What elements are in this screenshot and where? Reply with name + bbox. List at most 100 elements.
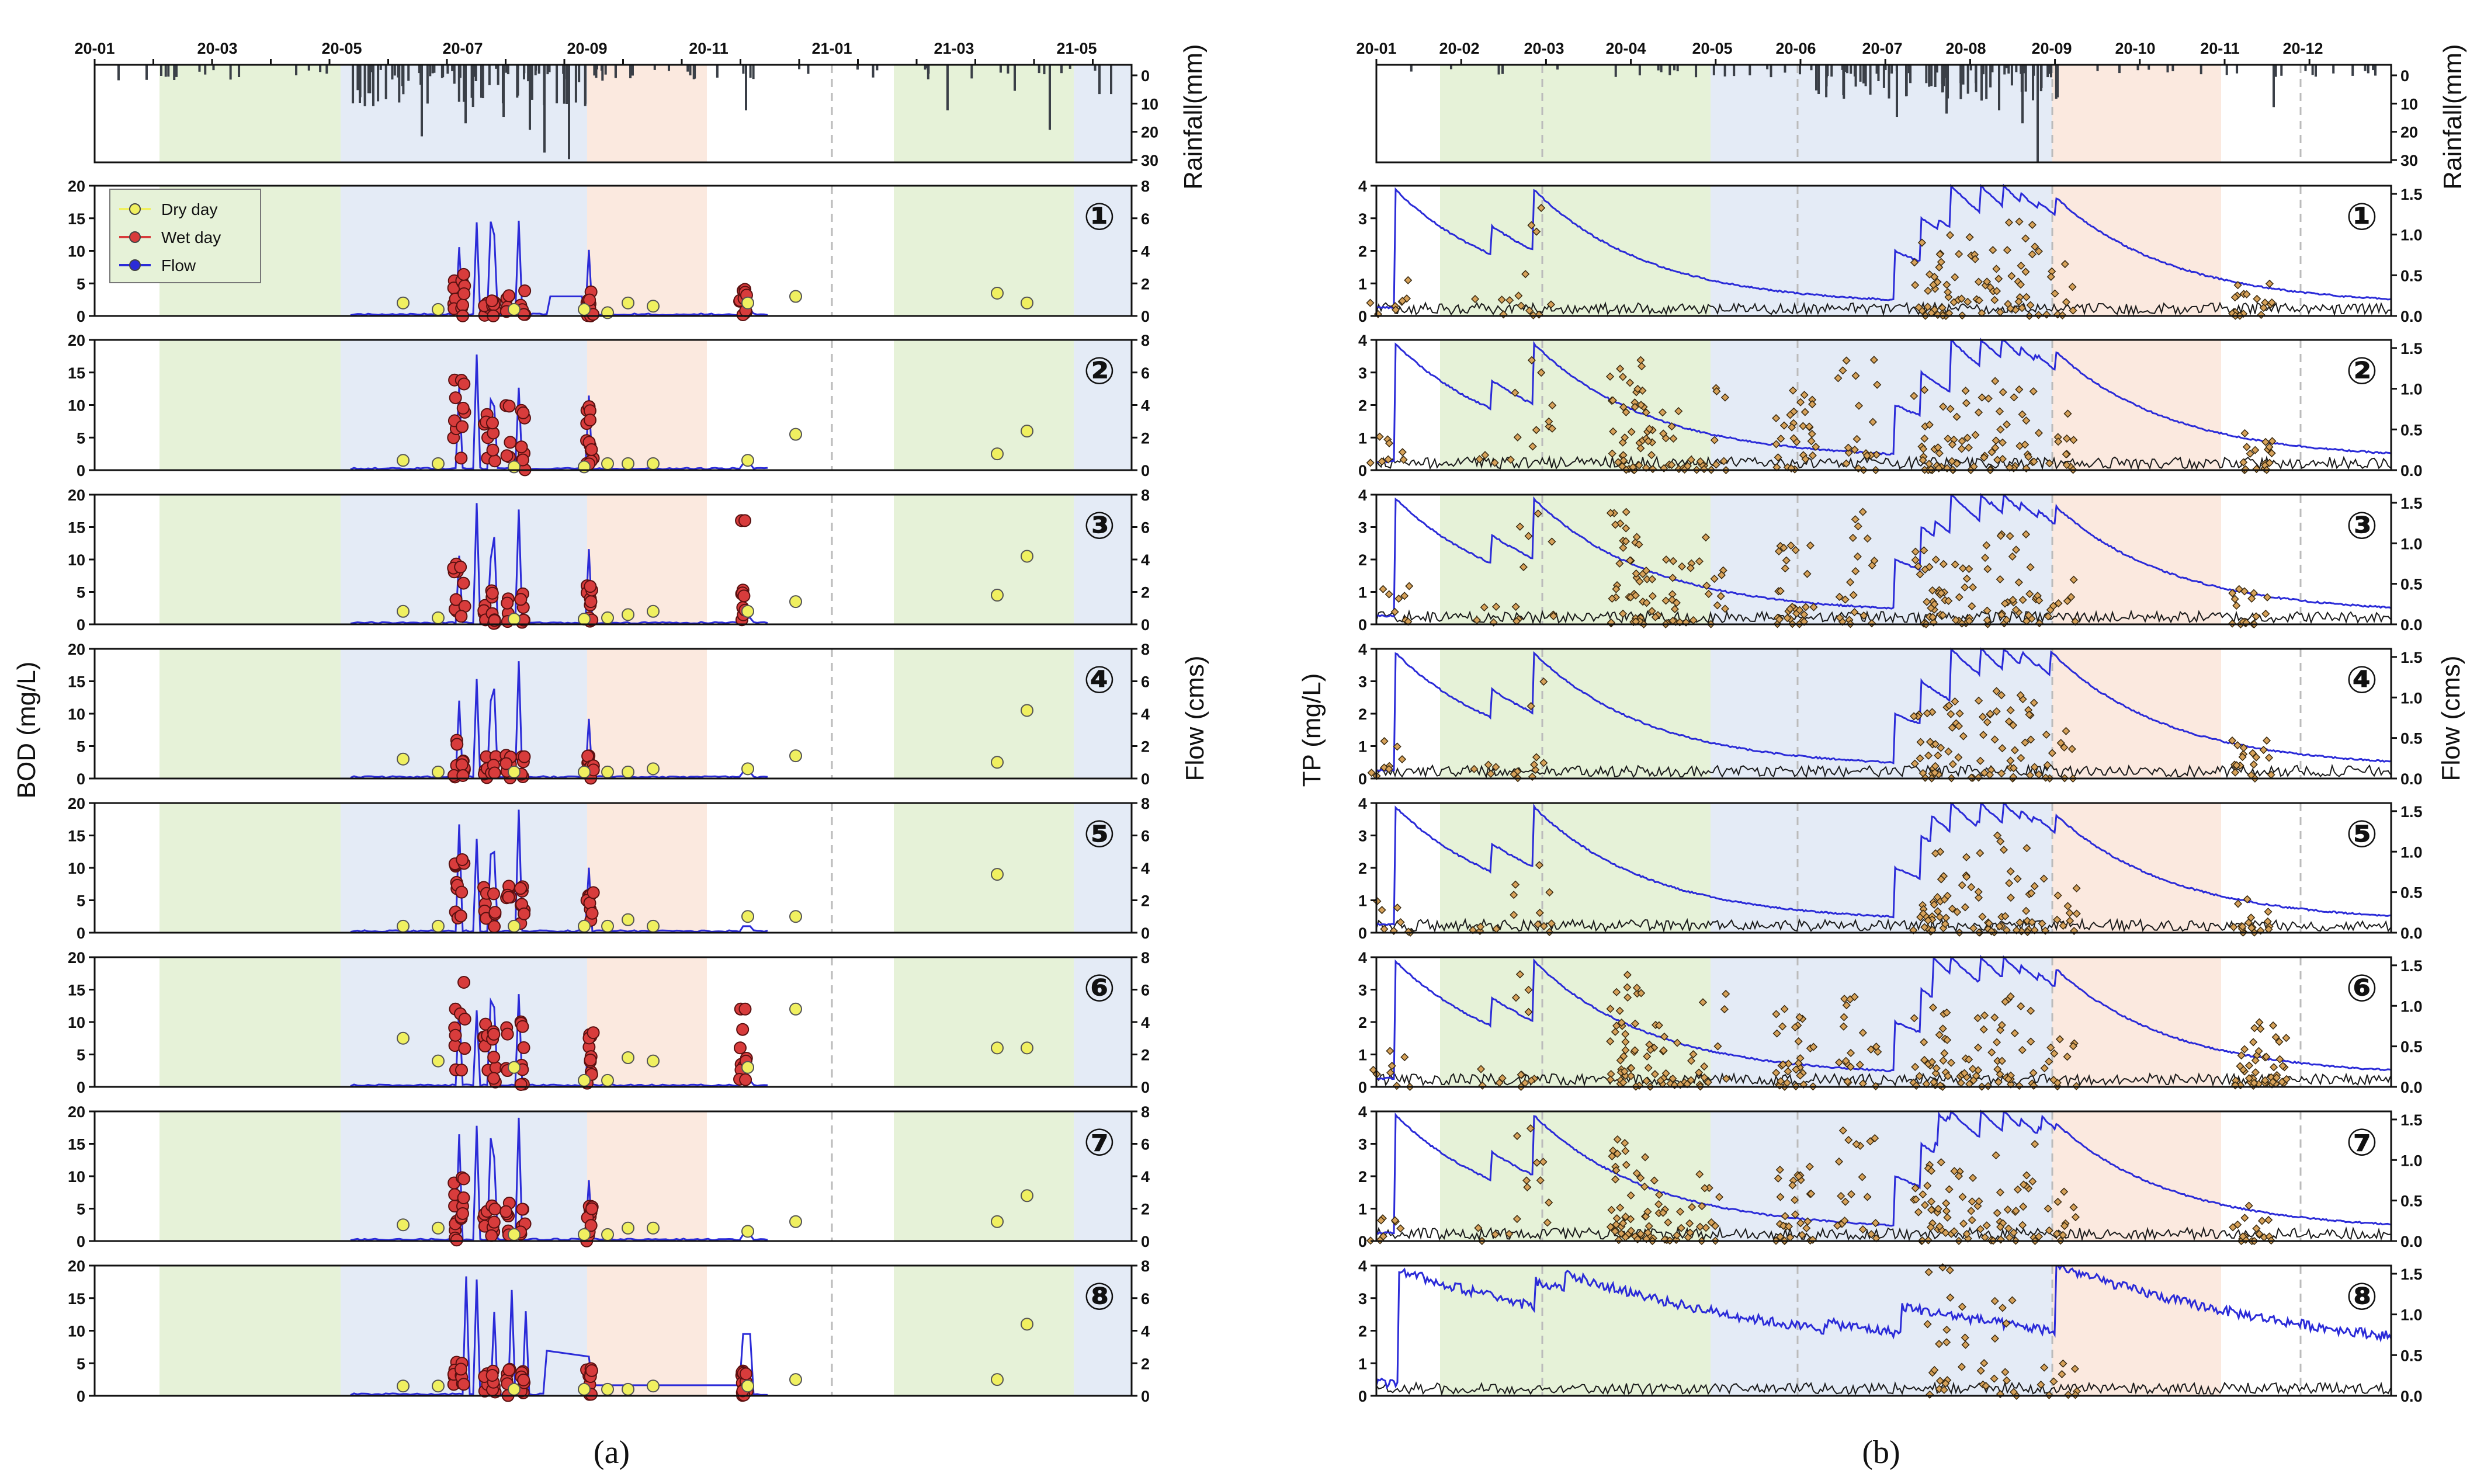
panel-b-site-6-tp-point — [1722, 989, 1730, 998]
panel-a-site-6-wet-point — [736, 1023, 750, 1036]
panel-b-site-7-tp-point — [1621, 1139, 1629, 1148]
panel-b-caption: (b) — [1862, 1434, 1900, 1471]
panel-a-site-8-y2-tick-label: 2 — [1141, 1355, 1150, 1372]
panel-a-rain-bar-110 — [566, 65, 568, 105]
panel-b-site-7-tp-point — [1617, 1229, 1626, 1238]
panel-a-site-8-wet-point — [485, 1368, 499, 1382]
panel-a-site-2-dry-point — [789, 428, 802, 441]
panel-b-site-2-tp-point — [1958, 437, 1966, 446]
panel-a-site-6-wet-point — [733, 1041, 747, 1055]
panel-a-site-3-y-tick-label: 15 — [68, 519, 85, 537]
panel-b-site-6-tp-point — [2027, 1037, 2035, 1046]
panel-a-y-axis-title: BOD (mg/L) — [12, 662, 41, 799]
panel-a-rain-tick-label: 20 — [1141, 124, 1158, 141]
panel-b-site-2-y-tick-label: 3 — [1358, 364, 1367, 382]
panel-a-rain-bar-69 — [212, 65, 215, 71]
panel-b-site-2-tp-point — [1842, 459, 1851, 468]
panel-b-site-3-tp-point — [1781, 564, 1789, 573]
panel-b-site-4-tp-point — [2004, 717, 2014, 726]
panel-b-site-3-tp-point — [1851, 567, 1860, 576]
panel-b-site-2-tp-point — [1924, 460, 1934, 468]
panel-b-site-7-tp-point — [1607, 1205, 1616, 1214]
panel-b-site-2-tp-point — [1608, 449, 1616, 458]
panel-b-site-8-tp-point — [2002, 1319, 2011, 1328]
panel-a-site-1-dry-point — [789, 290, 802, 303]
panel-a-site-8-wet-point — [585, 1364, 598, 1377]
panel-b-site-1-y2-tick-label: 1.0 — [2400, 227, 2423, 244]
panel-b-site-4-tp-point — [1380, 736, 1389, 746]
panel-b-site-6-tp-point — [1930, 1078, 1938, 1087]
panel-a-site-3-wet-point — [454, 560, 467, 574]
panel-b-site-5-tp-point — [1940, 895, 1949, 904]
panel-b-site-3-tp-point — [1632, 569, 1640, 578]
panel-b-site-2-tp-point — [1808, 429, 1816, 438]
panel-b-site-3-tp-point — [1669, 557, 1678, 565]
panel-a-legend-marker-2 — [129, 259, 141, 271]
panel-b-site-4-tp-point — [2232, 761, 2241, 770]
panel-b-site-6-tp-point — [1911, 1062, 1920, 1071]
panel-b-site-6-tp-point — [1867, 1045, 1875, 1054]
panel-a-site-6-dry-point — [789, 1002, 802, 1016]
panel-b-site-5-tp-point — [1974, 893, 1983, 902]
panel-b-site-5-y-tick-label: 2 — [1358, 860, 1367, 877]
panel-a-site-2-wet-point — [516, 406, 530, 419]
panel-b-site-6-tp-point — [1980, 1011, 1989, 1020]
panel-a-rain-tick-label: 30 — [1141, 152, 1158, 169]
panel-b-site-2-tp-point — [1638, 362, 1646, 371]
panel-b-site-6-tp-point — [1942, 1008, 1951, 1017]
panel-b-site-7-tp-point — [1954, 1172, 1963, 1180]
panel-b-site-3-tp-point — [1704, 589, 1713, 599]
panel-b-site-4-tp-point — [2006, 756, 2015, 765]
panel-b-site-7-tp-point — [1522, 1176, 1531, 1185]
panel-a-site-3-y2-tick-label: 6 — [1141, 519, 1150, 537]
panel-b-site-5-tp-point — [2247, 913, 2256, 922]
panel-b-site-3-tp-point — [2026, 563, 2035, 572]
panel-b-rain-tick-label: 10 — [2400, 95, 2418, 113]
panel-b-site-1-tp-point — [1971, 255, 1979, 263]
panel-a-rain-bar-113 — [372, 65, 374, 106]
panel-b-site-7-y2-tick-label: 1.0 — [2400, 1152, 2423, 1169]
panel-a-site-3-wet-point — [584, 595, 598, 609]
panel-b-site-8-tp-point — [1942, 1338, 1951, 1347]
panel-b-site-6-tp-point — [1996, 1070, 2004, 1079]
panel-b-site-6-tp-point — [1654, 1021, 1663, 1030]
panel-b-site-4-tp-point — [2042, 730, 2051, 739]
panel-a-site-2-wet-point — [515, 440, 528, 454]
panel-b-site-5-tp-point — [1389, 926, 1398, 935]
panel-b-site-3-tp-point — [1626, 556, 1635, 565]
panel-b-site-1-tp-point — [1527, 221, 1536, 230]
panel-b-site-2-tp-point — [1532, 426, 1541, 435]
panel-a-rain-bar-7 — [1043, 65, 1046, 75]
panel-a-site-6-dry-point — [647, 1054, 660, 1068]
panel-b-site-6-tp-point — [1400, 1053, 1409, 1062]
panel-b-site-2-tp-point — [1952, 412, 1961, 421]
panel-b-site-1-tp-point — [2233, 281, 2242, 290]
panel-b-site-7-tp-point — [1911, 1184, 1920, 1193]
panel-a-site-1-y2-tick-label: 8 — [1141, 178, 1150, 195]
panel-b-site-4-tp-point — [2009, 764, 2018, 773]
panel-b-site-1-tp-point — [1398, 297, 1407, 305]
panel-a-site-2-wet-point — [456, 401, 470, 415]
panel-b-site-6-tp-point — [1780, 1005, 1789, 1013]
panel-b-rain-bar-52 — [2367, 65, 2370, 74]
panel-a-site-8-dry-point — [432, 1379, 445, 1393]
panel-b-rain-bar-109 — [1959, 65, 1962, 99]
panel-b-site-5-tp-point — [2072, 909, 2081, 918]
panel-b-site-6-tp-point — [1668, 1074, 1677, 1083]
panel-b-site-6-y2-tick-label: 1.5 — [2400, 957, 2423, 975]
panel-b-site-2-tp-point — [1661, 434, 1670, 443]
panel-b-site-7-tp-point — [1867, 1230, 1876, 1239]
panel-b-rain-bar-111 — [1975, 65, 1978, 84]
panel-b-site-6-tp-point — [1626, 1072, 1635, 1080]
panel-a-site-6-wet-point — [514, 1078, 528, 1091]
panel-a-site-3-y2-tick-label: 4 — [1141, 551, 1150, 569]
panel-a-site-2-season-band-2 — [587, 340, 707, 470]
panel-b-site-6-tp-point — [1944, 1072, 1952, 1080]
panel-a-site-7-season-band-2 — [587, 1111, 707, 1241]
panel-b-site-6-tp-point — [1695, 1068, 1704, 1077]
panel-b-site-2-tp-point — [1812, 443, 1820, 451]
panel-b-site-3-tp-point — [1835, 592, 1844, 602]
panel-a-rain-bar-99 — [527, 65, 530, 82]
panel-b-site-3-tp-point — [1400, 592, 1409, 600]
panel-b-site-6-tp-point — [1794, 1037, 1803, 1046]
